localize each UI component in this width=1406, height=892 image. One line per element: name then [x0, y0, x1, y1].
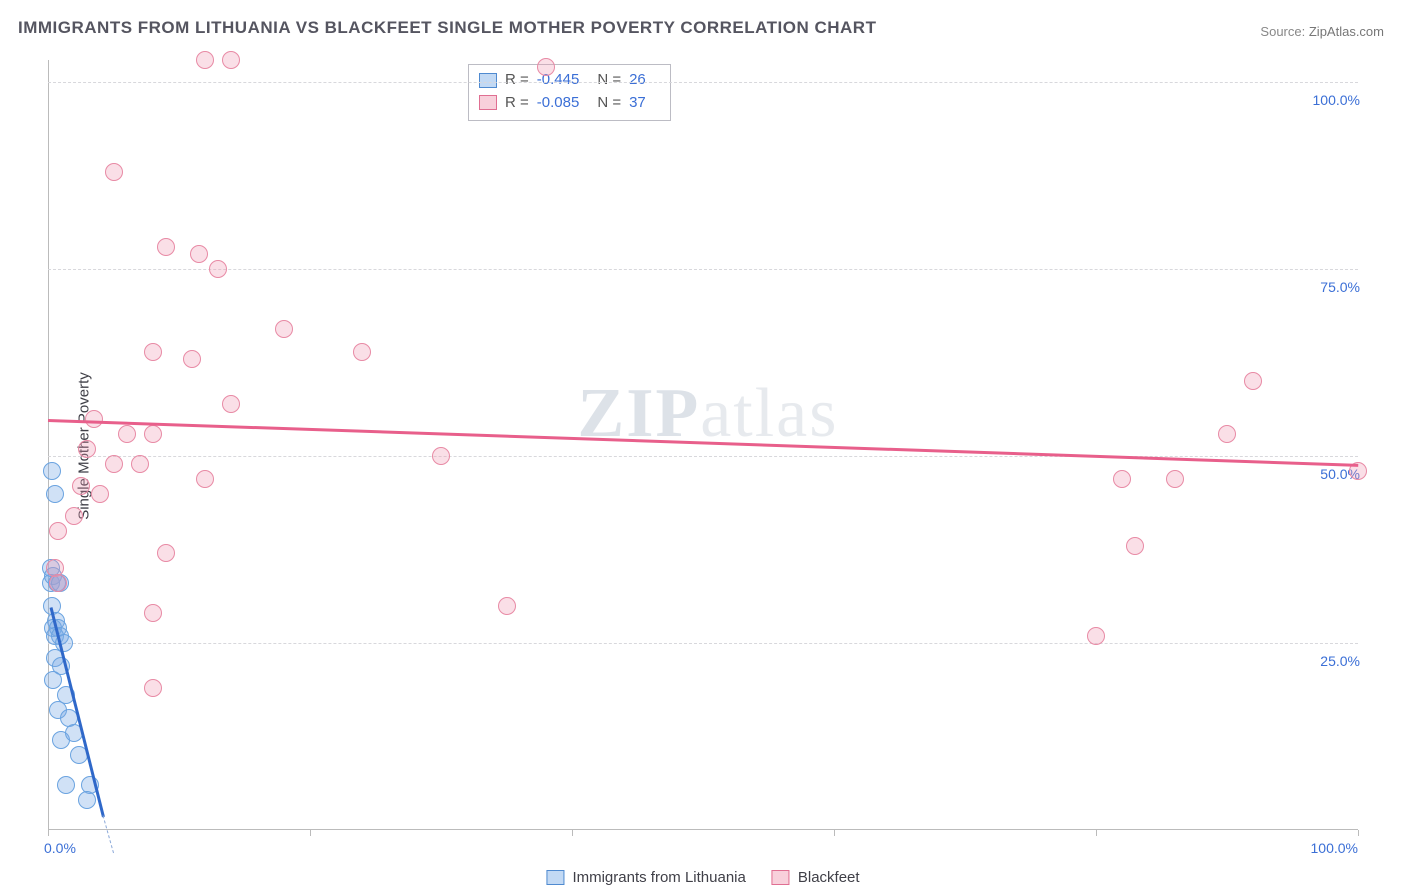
scatter-point-lithuania — [57, 776, 75, 794]
scatter-point-blackfeet — [157, 238, 175, 256]
x-tick — [1358, 830, 1359, 836]
scatter-point-blackfeet — [91, 485, 109, 503]
scatter-point-blackfeet — [1126, 537, 1144, 555]
stats-box: R = -0.445 N = 26 R = -0.085 N = 37 — [468, 64, 671, 121]
x-tick — [48, 830, 49, 836]
scatter-point-blackfeet — [275, 320, 293, 338]
scatter-point-blackfeet — [183, 350, 201, 368]
y-axis-line — [48, 60, 49, 830]
gridline-h — [48, 82, 1358, 83]
legend-swatch-blackfeet — [772, 870, 790, 885]
source-value: ZipAtlas.com — [1309, 24, 1384, 39]
scatter-point-blackfeet — [78, 440, 96, 458]
y-tick-label: 75.0% — [1320, 279, 1360, 295]
scatter-point-blackfeet — [1244, 372, 1262, 390]
r-label: R = — [505, 69, 529, 92]
scatter-point-blackfeet — [72, 477, 90, 495]
scatter-point-blackfeet — [118, 425, 136, 443]
scatter-point-blackfeet — [353, 343, 371, 361]
legend-label-lithuania: Immigrants from Lithuania — [572, 869, 745, 886]
y-tick-label: 25.0% — [1320, 653, 1360, 669]
bottom-legend: Immigrants from Lithuania Blackfeet — [546, 869, 859, 886]
scatter-point-blackfeet — [65, 507, 83, 525]
scatter-point-blackfeet — [144, 679, 162, 697]
gridline-h — [48, 643, 1358, 644]
scatter-point-blackfeet — [105, 163, 123, 181]
source-label: Source: — [1260, 24, 1305, 39]
scatter-point-lithuania — [43, 462, 61, 480]
scatter-point-blackfeet — [1087, 627, 1105, 645]
scatter-point-blackfeet — [49, 574, 67, 592]
scatter-point-blackfeet — [85, 410, 103, 428]
scatter-point-blackfeet — [196, 470, 214, 488]
scatter-point-blackfeet — [131, 455, 149, 473]
scatter-point-blackfeet — [1218, 425, 1236, 443]
x-tick — [1096, 830, 1097, 836]
scatter-point-blackfeet — [144, 425, 162, 443]
n-value-lithuania: 26 — [629, 69, 646, 92]
x-tick — [310, 830, 311, 836]
n-label: N = — [597, 69, 621, 92]
stats-row-lithuania: R = -0.445 N = 26 — [479, 69, 656, 92]
scatter-point-blackfeet — [49, 522, 67, 540]
x-tick-label: 0.0% — [44, 840, 76, 856]
gridline-h — [48, 269, 1358, 270]
plot-area: ZIPatlas R = -0.445 N = 26 R = -0.085 N … — [48, 60, 1368, 830]
swatch-blackfeet — [479, 95, 497, 110]
scatter-point-blackfeet — [498, 597, 516, 615]
n-label: N = — [597, 92, 621, 115]
n-value-blackfeet: 37 — [629, 92, 646, 115]
y-tick-label: 100.0% — [1313, 92, 1360, 108]
chart-title: IMMIGRANTS FROM LITHUANIA VS BLACKFEET S… — [18, 18, 876, 38]
scatter-point-blackfeet — [105, 455, 123, 473]
scatter-point-blackfeet — [209, 260, 227, 278]
scatter-point-blackfeet — [144, 343, 162, 361]
source-attribution: Source: ZipAtlas.com — [1260, 24, 1384, 39]
legend-item-blackfeet: Blackfeet — [772, 869, 860, 886]
r-value-blackfeet: -0.085 — [537, 92, 580, 115]
x-axis-line — [48, 829, 1358, 830]
stats-row-blackfeet: R = -0.085 N = 37 — [479, 92, 656, 115]
legend-swatch-lithuania — [546, 870, 564, 885]
scatter-point-blackfeet — [222, 395, 240, 413]
legend-item-lithuania: Immigrants from Lithuania — [546, 869, 745, 886]
trendline-ext-lithuania — [103, 815, 114, 853]
scatter-point-blackfeet — [196, 51, 214, 69]
chart-container: IMMIGRANTS FROM LITHUANIA VS BLACKFEET S… — [0, 0, 1406, 892]
scatter-point-blackfeet — [222, 51, 240, 69]
x-tick — [834, 830, 835, 836]
scatter-point-blackfeet — [157, 544, 175, 562]
x-tick — [572, 830, 573, 836]
scatter-point-lithuania — [78, 791, 96, 809]
swatch-lithuania — [479, 73, 497, 88]
scatter-point-blackfeet — [144, 604, 162, 622]
scatter-point-blackfeet — [1166, 470, 1184, 488]
scatter-point-lithuania — [44, 671, 62, 689]
r-label: R = — [505, 92, 529, 115]
scatter-point-blackfeet — [537, 58, 555, 76]
scatter-point-blackfeet — [432, 447, 450, 465]
x-tick-label: 100.0% — [1311, 840, 1358, 856]
watermark-rest: atlas — [700, 375, 838, 452]
legend-label-blackfeet: Blackfeet — [798, 869, 860, 886]
scatter-point-blackfeet — [190, 245, 208, 263]
trendline-blackfeet — [48, 419, 1358, 466]
scatter-point-blackfeet — [1113, 470, 1131, 488]
scatter-point-lithuania — [46, 485, 64, 503]
